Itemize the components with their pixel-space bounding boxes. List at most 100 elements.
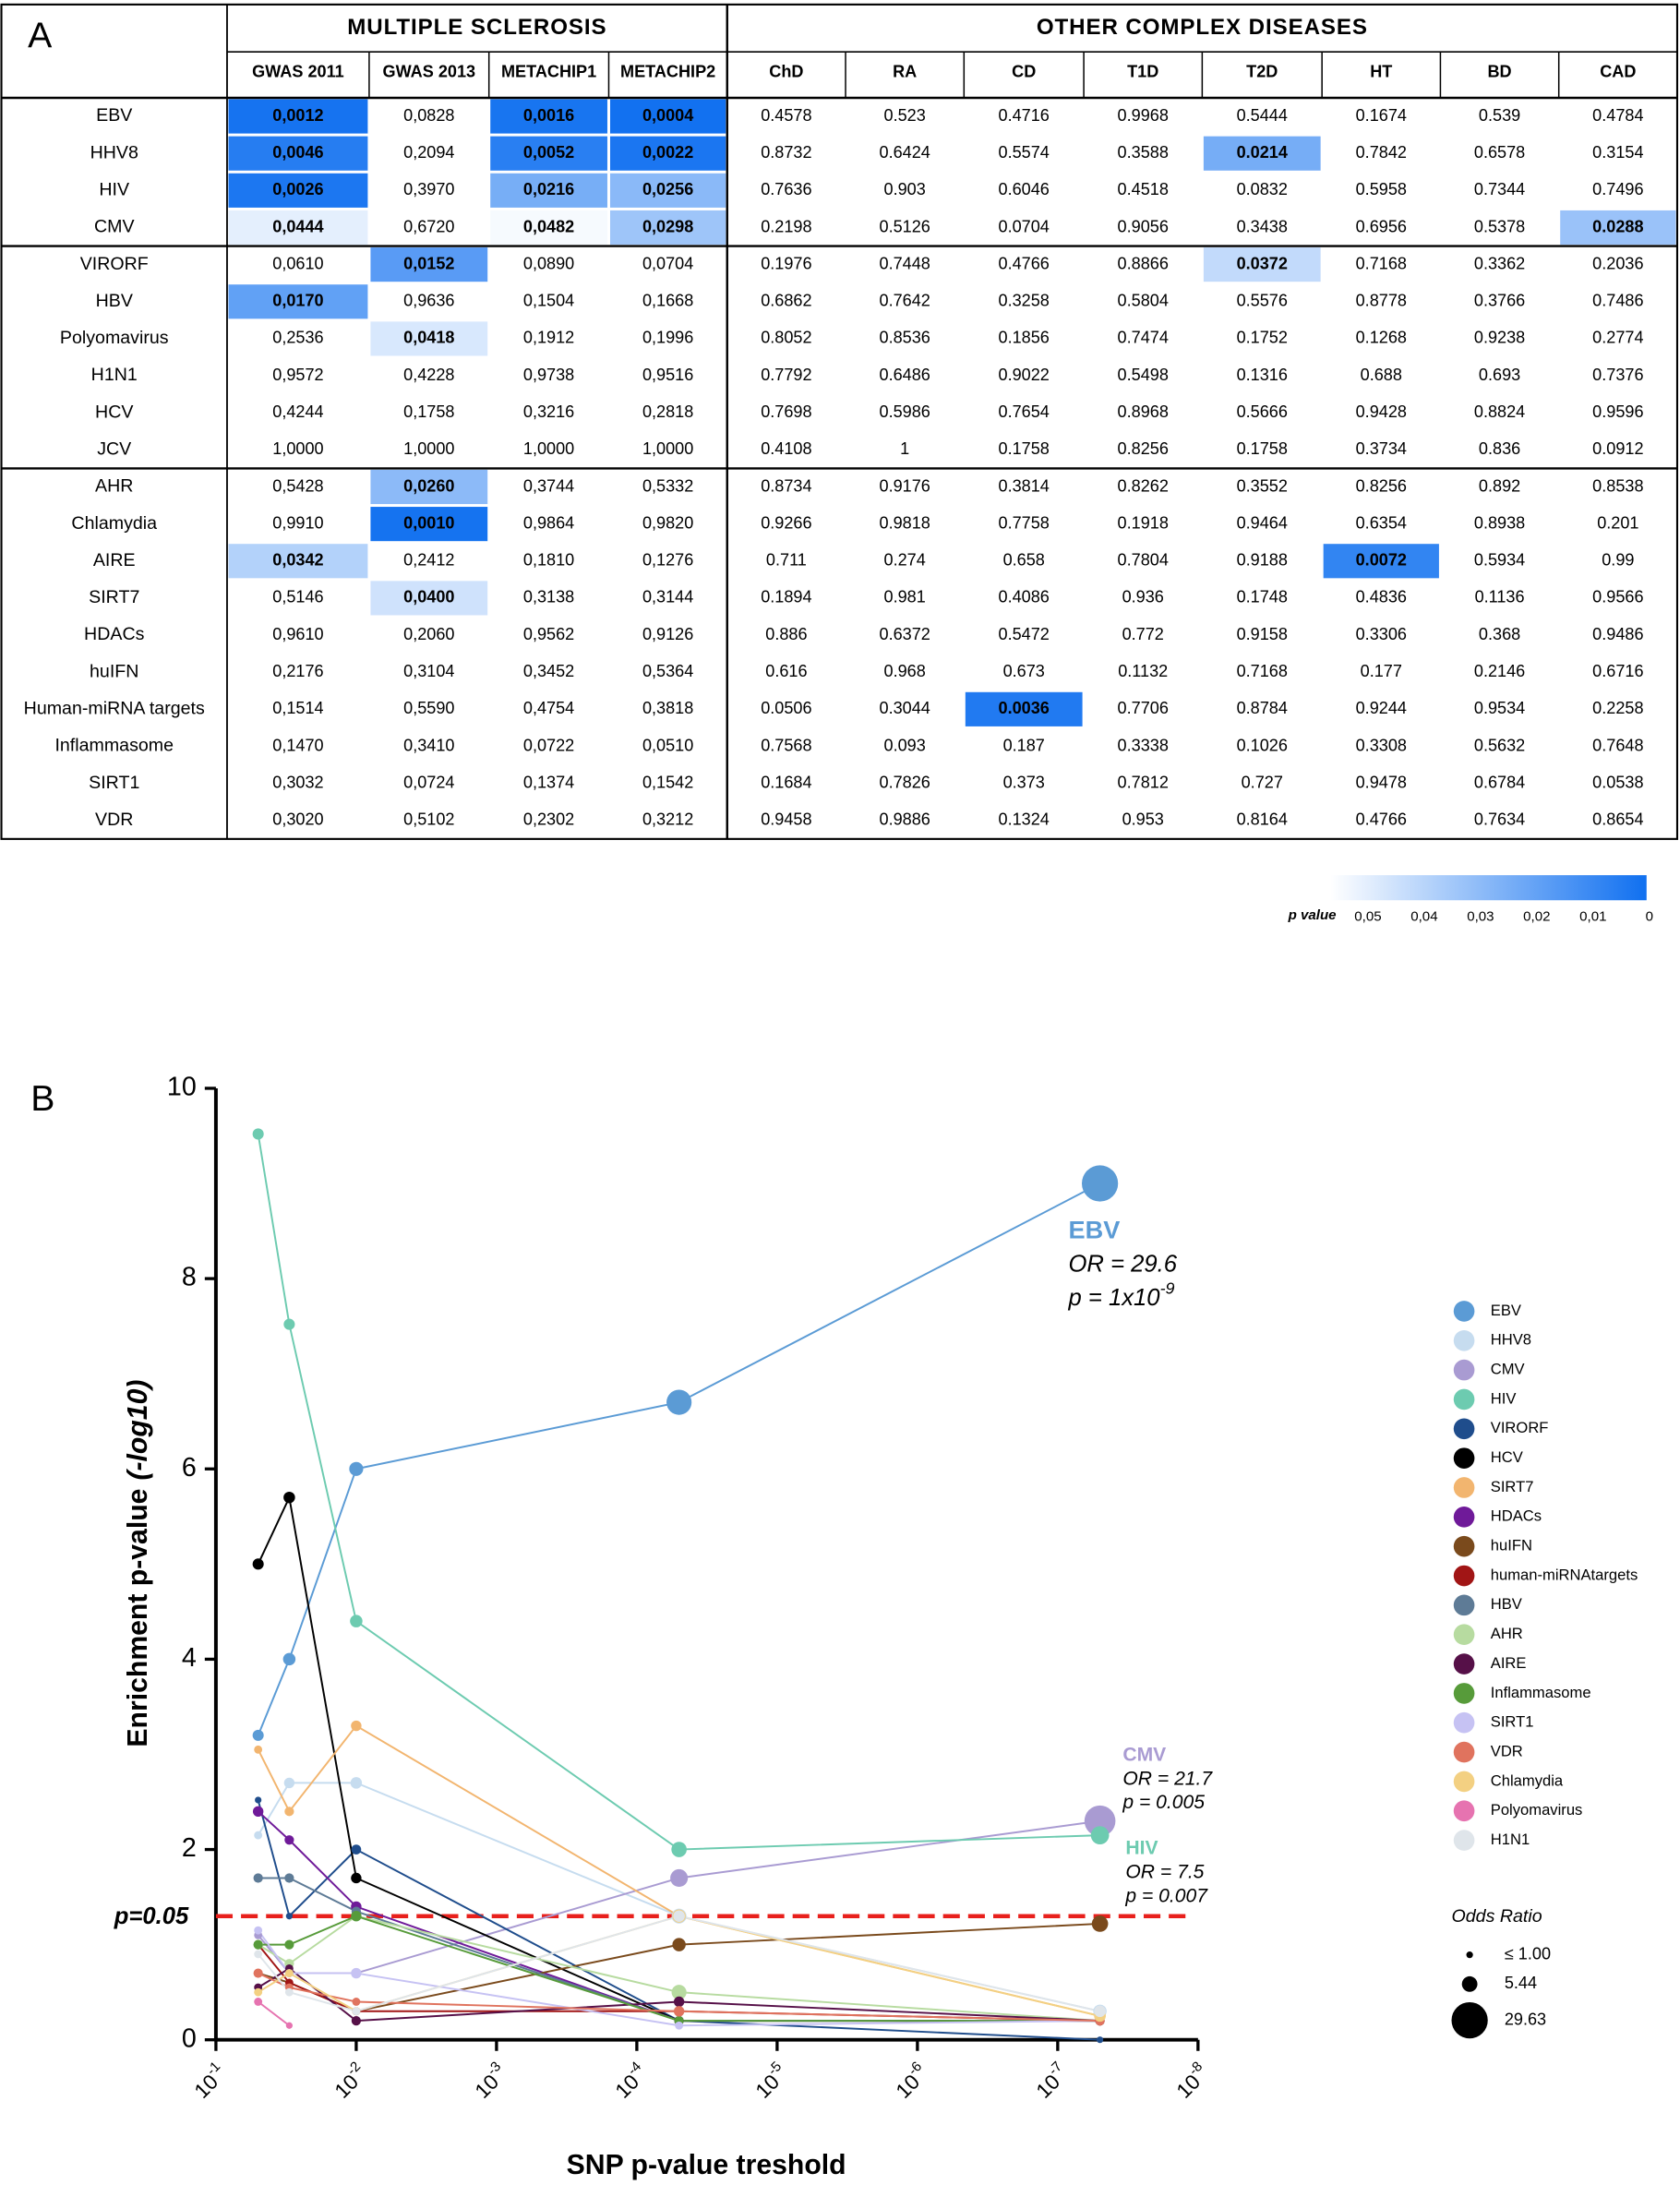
x-tick-label: 10-4: [608, 2059, 653, 2103]
cell-value: 0.7448: [880, 254, 930, 272]
cell-shade: [370, 321, 488, 356]
cell-shade: [490, 136, 607, 171]
size-legend-label: 5.44: [1505, 1974, 1537, 1992]
cell-value: 0,0610: [272, 254, 323, 272]
threshold-label: p=0.05: [114, 1903, 189, 1929]
cell-value: 0,3216: [523, 402, 574, 421]
cell-value: 0.9176: [880, 476, 930, 495]
cell-value: 0.9968: [1118, 106, 1169, 125]
legend-label: H1N1: [1491, 1831, 1530, 1848]
annotation-line: p = 1x10: [1067, 1285, 1160, 1311]
bubble: [1084, 1805, 1116, 1837]
column-header: CAD: [1600, 63, 1636, 81]
cell-value: 0.1324: [999, 810, 1050, 829]
cell-value: 0,1514: [272, 699, 323, 717]
cell-value: 0,1912: [523, 329, 574, 347]
cell-value: 0.523: [884, 106, 926, 125]
cell-value: 0.4578: [761, 106, 811, 125]
legend-label: huIFN: [1491, 1537, 1532, 1555]
y-tick-label: 10: [167, 1073, 197, 1102]
cell-value: 0,3138: [523, 588, 574, 606]
legend-swatch: [1453, 1329, 1475, 1351]
legend-swatch: [1453, 1741, 1475, 1763]
x-tick-label: 10-8: [1170, 2059, 1214, 2103]
cell-value: 0.1976: [761, 254, 811, 272]
cell-value: 0.8732: [761, 143, 811, 162]
cell-value: 0.1268: [1356, 329, 1407, 347]
legend-label: HDACs: [1491, 1507, 1542, 1525]
cell-value: 0.7812: [1118, 773, 1169, 791]
column-header: CD: [1012, 63, 1036, 81]
cell-value: 0,3020: [272, 810, 323, 829]
size-legend-swatch: [1466, 1951, 1473, 1959]
cell-value: 0,3144: [642, 588, 693, 606]
x-tick-label: 10-2: [328, 2059, 372, 2103]
colorbar-tick-label: 0,03: [1467, 908, 1494, 924]
cell-value: 0.7636: [761, 180, 811, 198]
cell-value: 0,3452: [523, 662, 574, 680]
bubble: [675, 2021, 684, 2030]
cell-value: 0,0400: [403, 588, 454, 606]
bubble: [351, 1872, 362, 1884]
cell-value: 0.2198: [761, 217, 811, 235]
cell-value: 0.0912: [1592, 439, 1643, 458]
size-legend-swatch: [1451, 2001, 1488, 2039]
cell-value: 0.9266: [761, 513, 811, 532]
cell-value: 0.9158: [1237, 625, 1288, 643]
cell-value: 0.5574: [999, 143, 1050, 162]
cell-value: 0.8938: [1474, 513, 1525, 532]
cell-shade: [228, 136, 368, 171]
cell-value: 0.3438: [1237, 217, 1288, 235]
cell-value: 0,0152: [403, 254, 454, 272]
annotation-line: OR = 21.7: [1122, 1768, 1213, 1789]
cell-value: 0,9864: [523, 513, 574, 532]
cell-value: 0,0828: [403, 106, 454, 125]
cell-value: 0.1316: [1237, 366, 1288, 384]
x-tick-label: 10-7: [1029, 2059, 1074, 2103]
bubble: [352, 2007, 361, 2016]
cell-value: 0.7642: [880, 292, 930, 310]
cell-value: 0.177: [1361, 662, 1402, 680]
x-tick-label: 10-3: [468, 2059, 512, 2103]
cell-value: 0,9126: [642, 625, 693, 643]
cell-value: 0.7698: [761, 402, 811, 421]
colorbar-tick-label: 0: [1646, 908, 1653, 924]
legend-swatch: [1453, 1535, 1475, 1557]
cell-value: 0.2774: [1592, 329, 1643, 347]
cell-value: 0.5378: [1474, 217, 1525, 235]
cell-value: 0.373: [1003, 773, 1045, 791]
cell-value: 0.5958: [1356, 180, 1407, 198]
column-header: GWAS 2011: [252, 63, 344, 81]
bubble: [673, 1910, 685, 1922]
cell-value: 0.7842: [1356, 143, 1407, 162]
cell-value: 0,3032: [272, 773, 323, 791]
cell-shade: [490, 99, 607, 134]
cell-value: 0.6424: [880, 143, 930, 162]
cell-value: 0.8538: [1592, 476, 1643, 495]
row-label: SIRT7: [89, 587, 139, 607]
bubble: [282, 1652, 296, 1666]
cell-value: 0.6862: [761, 292, 811, 310]
cell-value: 0.4108: [761, 439, 811, 458]
cell-value: 0.3306: [1356, 625, 1407, 643]
cell-value: 0.9596: [1592, 402, 1643, 421]
y-tick-label: 8: [182, 1263, 197, 1292]
cell-value: 0.5666: [1237, 402, 1288, 421]
legend-label: CMV: [1491, 1361, 1525, 1378]
cell-value: 0.9238: [1474, 329, 1525, 347]
x-axis-label: SNP p-value treshold: [567, 2150, 846, 2180]
annotation-title: CMV: [1122, 1744, 1166, 1765]
bubble: [253, 1939, 263, 1950]
panel-label: A: [28, 15, 53, 55]
bubble: [671, 1985, 687, 2000]
group-header: MULTIPLE SCLEROSIS: [347, 15, 606, 40]
bubble: [254, 1950, 263, 1959]
cell-value: 0.201: [1597, 513, 1638, 532]
cell-value: 0.3814: [999, 476, 1050, 495]
cell-value: 0.7474: [1118, 329, 1169, 347]
column-header: RA: [893, 63, 917, 81]
cell-shade: [1203, 136, 1321, 171]
panel-label: B: [30, 1078, 54, 1119]
annotation-title: HIV: [1125, 1838, 1158, 1859]
bubble: [351, 2015, 362, 2026]
